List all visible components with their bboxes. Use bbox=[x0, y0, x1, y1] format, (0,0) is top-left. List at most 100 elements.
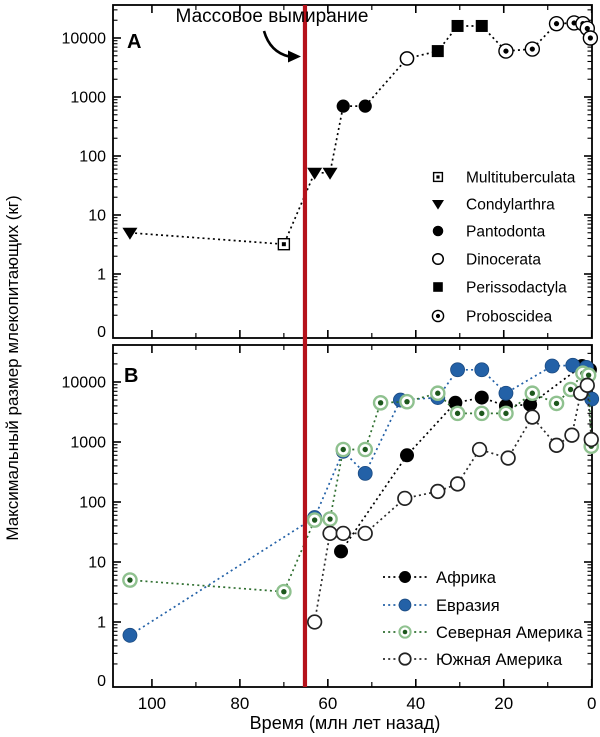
legend-b-label: Евразия bbox=[436, 597, 500, 615]
south-america-marker bbox=[583, 431, 599, 448]
y-tick-label: 1 bbox=[97, 267, 106, 284]
panel-b-letter: B bbox=[124, 365, 138, 387]
y-tick-label: 10 bbox=[88, 555, 106, 572]
north-america-marker-dot bbox=[435, 390, 441, 396]
africa-marker bbox=[334, 544, 349, 559]
legend-b-label: Северная Америка bbox=[436, 624, 583, 642]
legend-a-label: Pantodonta bbox=[466, 224, 546, 241]
africa-marker bbox=[523, 397, 538, 412]
perissodactyla-marker bbox=[475, 19, 488, 32]
perissodactyla-marker bbox=[451, 19, 464, 32]
legend-a-label: Condylarthra bbox=[466, 197, 555, 214]
panel-frame bbox=[112, 4, 593, 339]
legend-a-label: Dinocerata bbox=[466, 252, 541, 269]
north-america-marker-dot bbox=[529, 390, 536, 396]
legend-b-label: Южная Америка bbox=[436, 651, 563, 669]
proboscidea-marker-dot bbox=[435, 313, 441, 319]
arrow-head bbox=[288, 50, 301, 63]
south-america-marker bbox=[306, 614, 323, 630]
y-tick-label: 1000 bbox=[70, 435, 106, 452]
multituberculata-marker-dot bbox=[436, 175, 440, 179]
eurasia-marker bbox=[122, 627, 138, 643]
pantodonta-marker bbox=[336, 99, 350, 113]
y-tick-label: 100 bbox=[79, 495, 106, 512]
arrow-shaft bbox=[262, 30, 290, 58]
mass-extinction-annotation: Массовое вымирание bbox=[176, 6, 369, 27]
x-tick-label: 0 bbox=[587, 694, 596, 713]
south-america-marker bbox=[471, 441, 488, 458]
x-tick-label: 40 bbox=[406, 694, 425, 713]
y-tick-label-zero: 0 bbox=[97, 324, 106, 341]
x-tick-label: 60 bbox=[318, 694, 337, 713]
y-tick-label: 1000 bbox=[70, 90, 106, 107]
legend-panel-a: Multituberculata Condylarthra Pantodonta Di… bbox=[431, 170, 576, 326]
eurasia-marker bbox=[398, 598, 412, 612]
south-america-marker bbox=[322, 525, 338, 542]
legend-a-label: Multituberculata bbox=[466, 170, 576, 187]
africa-marker bbox=[474, 390, 489, 405]
proboscidea-marker-dot bbox=[529, 46, 535, 52]
dinocerata-marker bbox=[399, 51, 415, 66]
proboscidea-marker-dot bbox=[553, 21, 560, 27]
africa-marker bbox=[399, 448, 414, 463]
south-america-marker bbox=[564, 427, 580, 443]
north-america-marker-dot bbox=[404, 398, 410, 405]
pantodonta-marker bbox=[432, 225, 444, 237]
north-america-marker-dot bbox=[311, 517, 318, 523]
panel-frame bbox=[112, 344, 593, 688]
eurasia-marker bbox=[498, 385, 514, 401]
eurasia-marker bbox=[450, 362, 465, 378]
eurasia-marker bbox=[357, 465, 373, 481]
south-america-marker bbox=[397, 490, 413, 507]
pantodonta-marker bbox=[358, 99, 372, 113]
north-america-marker-dot bbox=[402, 629, 408, 635]
north-america-marker-dot bbox=[340, 446, 346, 453]
condylarthra-marker bbox=[322, 167, 338, 180]
condylarthra-marker bbox=[432, 200, 444, 210]
legend-a-label: Proboscidea bbox=[466, 309, 553, 326]
south-america-marker bbox=[449, 476, 466, 492]
north-america-marker-dot bbox=[567, 386, 574, 393]
x-tick-label: 100 bbox=[138, 694, 166, 713]
north-america-marker-dot bbox=[377, 400, 384, 406]
north-america-marker-dot bbox=[454, 410, 461, 417]
perissodactyla-marker bbox=[433, 282, 443, 292]
eurasia-marker bbox=[474, 362, 490, 378]
north-america-marker-dot bbox=[127, 577, 133, 583]
y-axis-title: Максимальный размер млекопитающих (кг) bbox=[3, 195, 22, 540]
condylarthra-marker bbox=[122, 227, 138, 240]
legend-b-label: Африка bbox=[436, 569, 497, 587]
panel-a-letter: A bbox=[127, 31, 141, 53]
proboscidea-marker-dot bbox=[503, 48, 509, 54]
proboscidea-marker-dot bbox=[587, 35, 593, 41]
y-tick-label: 10000 bbox=[62, 375, 107, 392]
condylarthra-marker bbox=[307, 167, 323, 180]
north-america-marker-dot bbox=[479, 410, 485, 417]
dinocerata-marker bbox=[431, 252, 445, 266]
proboscidea-marker-dot bbox=[584, 25, 590, 32]
north-america-marker-dot bbox=[553, 400, 560, 407]
africa-marker bbox=[399, 571, 411, 583]
y-tick-label: 10 bbox=[88, 208, 106, 225]
perissodactyla-marker bbox=[431, 45, 444, 58]
south-america-marker bbox=[430, 483, 446, 500]
south-america-marker bbox=[357, 525, 373, 542]
north-america-marker-dot bbox=[585, 372, 592, 378]
south-america-marker bbox=[500, 450, 516, 466]
eurasia-marker bbox=[544, 358, 560, 374]
y-tick-label: 100 bbox=[79, 149, 106, 166]
x-tick-label: 20 bbox=[494, 694, 513, 713]
y-tick-label: 10000 bbox=[62, 31, 107, 48]
x-axis-title: Время (млн лет назад) bbox=[250, 713, 441, 733]
y-tick-label: 1 bbox=[97, 615, 106, 632]
y-tick-label-zero: 0 bbox=[97, 673, 106, 690]
multituberculata-marker-dot bbox=[281, 242, 286, 247]
legend-a-label: Perissodactyla bbox=[466, 280, 567, 297]
legend-panel-b: Африка Евразия Северная Америка Южная Амери… bbox=[383, 569, 583, 669]
south-america-marker bbox=[524, 409, 540, 425]
south-america-marker bbox=[579, 377, 595, 393]
